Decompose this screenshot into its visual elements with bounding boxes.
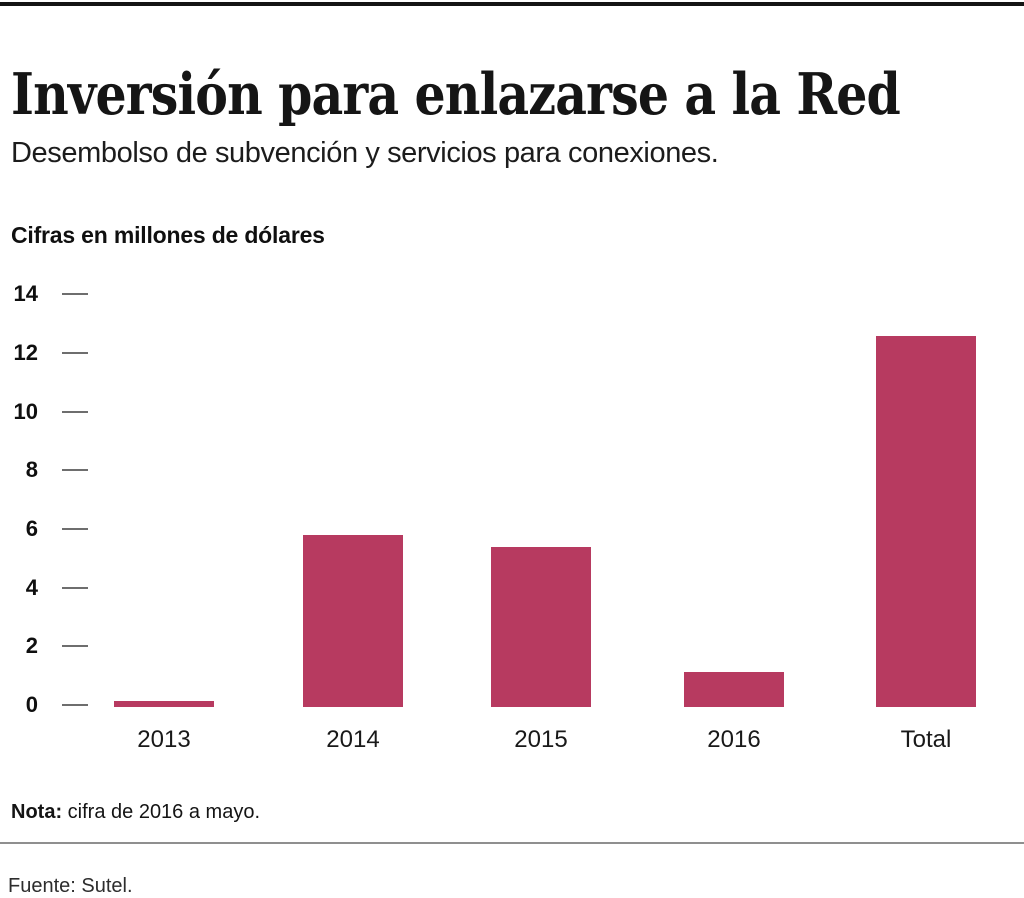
y-axis-tick-dash — [62, 293, 88, 296]
note-label: Nota: — [11, 801, 63, 823]
y-axis-tick-dash — [62, 704, 88, 706]
x-axis-label-2016: 2016 — [707, 726, 761, 753]
footer-divider-rule — [0, 842, 1024, 844]
y-axis-tick-label: 14 — [13, 281, 38, 307]
bar-2013 — [114, 701, 214, 707]
y-axis-tick-label: 4 — [25, 574, 38, 600]
y-axis-tick-dash — [62, 469, 88, 472]
source-credit: Fuente: Sutel. — [8, 875, 133, 897]
x-axis-label-2013: 2013 — [137, 726, 191, 753]
note-text: cifra de 2016 a mayo. — [67, 801, 261, 823]
y-axis-tick-label: 6 — [25, 515, 38, 541]
y-axis-tick-dash — [62, 351, 88, 354]
y-axis-tick-dash — [62, 527, 88, 530]
chart-subtitle: Desembolso de subvención y servicios par… — [11, 137, 719, 169]
bar-2016 — [684, 672, 784, 707]
bar-2015 — [491, 547, 591, 707]
page-title: Inversión para enlazarse a la Red — [11, 61, 901, 129]
x-axis-label-2015: 2015 — [514, 726, 568, 753]
y-axis-tick-dash — [62, 410, 88, 413]
units-label: Cifras en millones de dólares — [11, 222, 325, 248]
x-axis-label-2014: 2014 — [326, 726, 380, 753]
bar-2014 — [303, 535, 403, 707]
y-axis-tick-label: 0 — [25, 692, 38, 717]
top-border-rule — [0, 2, 1024, 6]
x-axis-label-total: Total — [900, 726, 952, 753]
y-axis-tick-label: 10 — [13, 398, 38, 424]
y-axis-tick-label: 2 — [25, 633, 38, 659]
bar-total — [876, 336, 976, 707]
y-axis-tick-dash — [62, 586, 88, 589]
y-axis-tick-label: 12 — [13, 339, 38, 365]
y-axis-tick-label: 8 — [25, 457, 38, 483]
y-axis-tick-dash — [62, 645, 88, 648]
bar-chart: 0 2 4 6 8 10 12 14 2013 2014 2015 2016 Total — [13, 281, 976, 753]
chart-note: Nota: cifra de 2016 a mayo. — [11, 801, 260, 824]
